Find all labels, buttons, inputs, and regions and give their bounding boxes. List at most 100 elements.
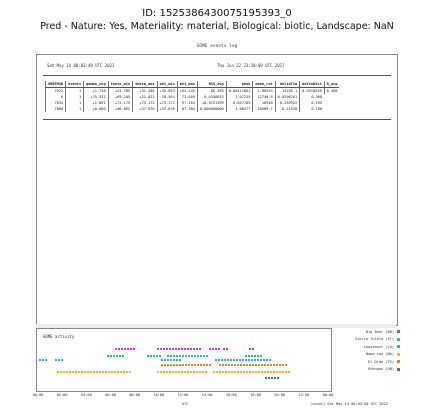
legend-label: Napa Lan (NA) [365, 352, 394, 357]
activity-mark [212, 348, 214, 350]
table-cell: 12740.8 [252, 94, 276, 100]
x-tick-label: 04:00 [80, 393, 92, 397]
activity-mark [230, 359, 232, 361]
activity-mark [81, 371, 83, 373]
activity-mark [130, 348, 132, 350]
table-cell: +73.172 [156, 100, 178, 106]
table-cell: 1 [65, 100, 84, 106]
table-cell: 6 [44, 94, 66, 100]
activity-mark [199, 348, 201, 350]
table-cell: +0.000 [83, 106, 109, 112]
activity-mark [257, 355, 259, 357]
divider [43, 75, 391, 76]
image-id-line: ID: 1525386430075195393_0 [142, 8, 292, 19]
activity-mark [245, 355, 247, 357]
table-cell: 0.368 [299, 94, 325, 100]
activity-mark [251, 359, 253, 361]
activity-mark [240, 371, 242, 373]
activity-mark [248, 359, 250, 361]
activity-mark [45, 359, 47, 361]
legend-label: Big Bear (BB) [365, 329, 394, 334]
table-cell: +46.892 [107, 106, 133, 112]
activity-mark [72, 371, 74, 373]
activity-mark [205, 371, 207, 373]
activity-mark [182, 364, 184, 366]
table-cell: 7860 [44, 106, 66, 112]
table-row: 7834 1 +1.861 +73.175 +73.172 +73.172 97.164 +0… [44, 100, 340, 106]
activity-mark [222, 371, 224, 373]
activity-mark [249, 364, 251, 366]
activity-mark [172, 348, 174, 350]
activity-mark [173, 364, 175, 366]
activity-mark [213, 371, 215, 373]
x-tick-label: 12:00 [177, 393, 189, 397]
activity-mark [170, 359, 172, 361]
activity-mark [255, 371, 257, 373]
table-cell: +1.861 [83, 100, 109, 106]
activity-mark [227, 359, 229, 361]
table-cell: 1.07235 [225, 94, 253, 100]
activity-mark [206, 355, 208, 357]
x-tick-label: 18:00 [250, 393, 261, 397]
activity-mark [105, 371, 107, 373]
activity-mark [185, 355, 187, 357]
activity-mark [172, 371, 174, 373]
activity-mark [209, 348, 211, 350]
activity-title: GOME activity [43, 334, 75, 339]
activity-mark [228, 371, 230, 373]
activity-legend: Big Bear (BB) Sierra Tulela (ST) Lowermost… [338, 328, 400, 373]
activity-mark [222, 364, 224, 366]
activity-mark [279, 364, 281, 366]
activity-mark [203, 355, 205, 357]
activity-mark [199, 371, 201, 373]
activity-mark [160, 371, 162, 373]
column-header: deltaDist [299, 81, 325, 88]
table-cell: 0.0348653 [196, 94, 227, 100]
activity-mark [252, 348, 254, 350]
table-cell: 0.188 [299, 106, 325, 112]
activity-mark [257, 359, 259, 361]
legend-swatch [397, 360, 400, 364]
activity-mark [261, 371, 263, 373]
column-header: gamma_avg [83, 81, 109, 88]
table-cell: 18.564 [156, 94, 178, 100]
table-cell: 14105.1 [274, 87, 300, 94]
legend-item: Sierra Tulela (ST) [338, 336, 400, 344]
table-body: 7022 1 +1.758 +23.785 +31.440 +35.093 +92.145 8… [44, 87, 340, 112]
legend-item: El Dido (TE) [338, 358, 400, 366]
activity-mark [263, 359, 265, 361]
legend-swatch [397, 330, 400, 334]
activity-mark [282, 364, 284, 366]
x-tick-label: 00:00 [322, 393, 334, 397]
activity-mark [39, 359, 41, 361]
activity-mark [116, 355, 118, 357]
activity-mark [200, 355, 202, 357]
activity-mark [265, 377, 267, 379]
activity-mark [191, 364, 193, 366]
activity-mark [157, 371, 159, 373]
table-cell: +22.022 [132, 94, 158, 100]
table-cell: 0.498 [323, 87, 340, 94]
table-cell: 1.00253 [252, 87, 276, 94]
x-tick-label: 00:00 [32, 393, 44, 397]
activity-mark [157, 348, 159, 350]
activity-mark [242, 359, 244, 361]
activity-mark [226, 348, 228, 350]
activity-mark [231, 364, 233, 366]
activity-mark [42, 359, 44, 361]
x-tick-label: 10:00 [153, 393, 165, 397]
legend-label: El Dido (TE) [368, 359, 394, 364]
activity-mark [276, 371, 278, 373]
activity-mark [209, 364, 211, 366]
table-cell: +73.175 [107, 100, 133, 106]
activity-mark [187, 348, 189, 350]
activity-mark [270, 371, 272, 373]
activity-mark [234, 364, 236, 366]
activity-mark [115, 348, 117, 350]
x-tick-label: 06:00 [105, 393, 116, 397]
table-cell: 0.0296261 [274, 94, 300, 100]
activity-mark [173, 355, 175, 357]
table-cell: 0.255922 [274, 100, 300, 106]
activity-mark [179, 364, 181, 366]
time-axis: 00:00 02:00 04:00 06:00 08:00 10:00 12:00 14:00… [32, 393, 334, 401]
